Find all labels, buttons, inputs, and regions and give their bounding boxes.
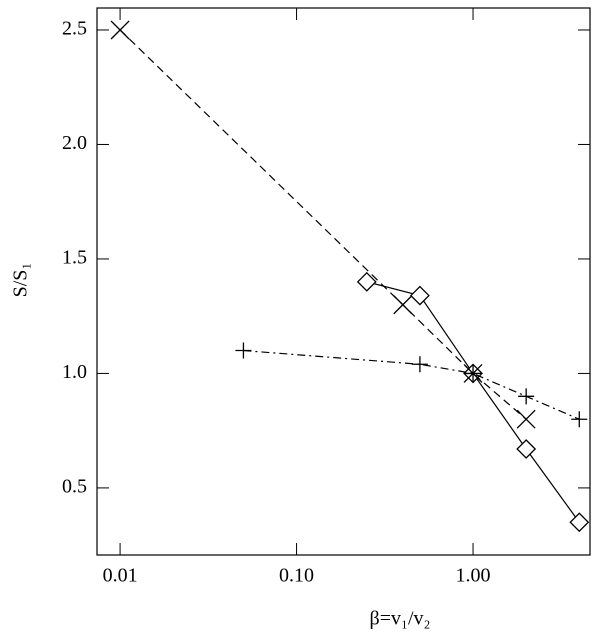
series-line xyxy=(366,281,580,523)
x-tick-label: 1.00 xyxy=(456,565,491,587)
y-tick-label: 2.0 xyxy=(62,132,87,154)
y-tick-label: 2.5 xyxy=(62,18,87,40)
x-axis-label: β=v₁/v₂ xyxy=(370,608,431,630)
marker xyxy=(393,295,413,315)
marker xyxy=(516,439,537,459)
series-line xyxy=(119,29,527,420)
series-line xyxy=(243,349,580,420)
plot-frame xyxy=(96,7,591,556)
marker xyxy=(409,285,430,306)
marker xyxy=(571,411,588,428)
y-tick-label: 1.0 xyxy=(62,361,87,383)
y-tick-label: 1.5 xyxy=(62,247,87,269)
marker xyxy=(569,512,590,533)
marker xyxy=(518,388,535,405)
marker xyxy=(411,356,428,373)
marker xyxy=(356,271,377,292)
x-tick-label: 0.10 xyxy=(279,565,314,587)
y-tick-label: 0.5 xyxy=(62,476,87,498)
y-axis-label: S/S₁ xyxy=(10,263,32,298)
marker xyxy=(110,20,130,40)
x-tick-label: 0.01 xyxy=(103,565,138,587)
marker xyxy=(235,342,252,359)
marker xyxy=(465,365,482,382)
marker xyxy=(516,409,536,429)
